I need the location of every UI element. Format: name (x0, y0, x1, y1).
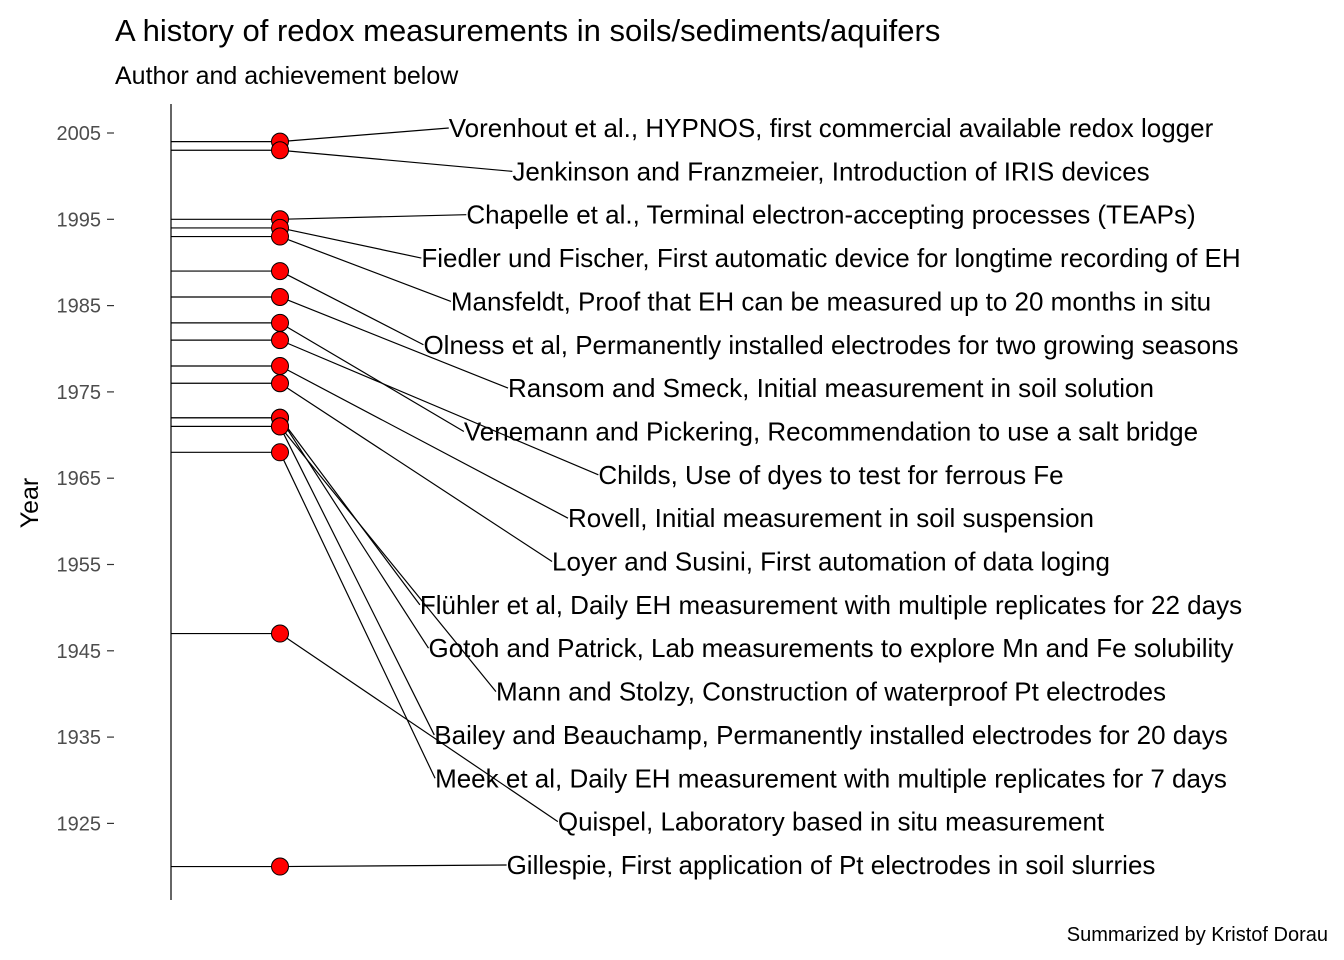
event-marker (271, 624, 289, 643)
event-marker (271, 141, 289, 160)
y-tick-label: 1935 (57, 727, 102, 749)
events-layer: Vorenhout et al., HYPNOS, first commerci… (171, 113, 1242, 880)
leader-line (279, 417, 430, 649)
chart-caption: Summarized by Kristof Dorau (1067, 924, 1328, 946)
leader-line (279, 452, 436, 779)
leader-line (279, 417, 421, 606)
y-tick-label: 2005 (57, 123, 102, 145)
event-marker (271, 417, 289, 436)
event-label: Fiedler und Fischer, First automatic dev… (421, 243, 1240, 273)
event-label: Meek et al, Daily EH measurement with mu… (435, 763, 1227, 793)
leader-line (279, 633, 559, 823)
event-marker (271, 287, 289, 306)
leader-line (279, 322, 465, 432)
leader-line (279, 864, 507, 868)
event-label: Jenkinson and Franzmeier, Introduction o… (512, 156, 1149, 186)
leader-line (279, 227, 422, 259)
event-label: Venemann and Pickering, Recommendation t… (464, 416, 1198, 446)
event-label: Childs, Use of dyes to test for ferrous … (598, 460, 1063, 490)
event-label: Ransom and Smeck, Initial measurement in… (508, 373, 1154, 403)
leader-line (279, 296, 509, 389)
leader-lines (279, 127, 599, 868)
y-axis: 1925 1935 1945 1955 1965 1975 1985 1995 2005 (57, 123, 114, 835)
y-tick-label: 1995 (57, 209, 102, 231)
event-label: Gillespie, First application of Pt elect… (507, 850, 1156, 880)
event-marker (271, 313, 289, 332)
leader-line (279, 270, 424, 346)
event-label: Loyer and Susini, First automation of da… (552, 547, 1110, 577)
event-marker (271, 857, 289, 876)
leader-line (279, 426, 435, 736)
leader-line (279, 382, 553, 563)
leader-line (279, 214, 467, 220)
event-marker (271, 262, 289, 281)
event-label: Chapelle et al., Terminal electron-accep… (466, 200, 1195, 230)
y-tick-label: 1975 (57, 382, 102, 404)
event-marker (271, 227, 289, 246)
event-marker (271, 357, 289, 376)
event-label: Rovell, Initial measurement in soil susp… (568, 503, 1094, 533)
leader-line (279, 127, 449, 143)
leader-line (279, 339, 599, 476)
event-label: Mansfeldt, Proof that EH can be measured… (451, 286, 1211, 316)
event-marker (271, 331, 289, 350)
y-tick-label: 1945 (57, 641, 102, 663)
y-tick-label: 1955 (57, 555, 102, 577)
event-label: Flühler et al, Daily EH measurement with… (420, 590, 1242, 620)
leader-line (279, 235, 452, 302)
chart-subtitle: Author and achievement below (115, 62, 459, 90)
event-label: Olness et al, Permanently installed elec… (423, 330, 1238, 360)
event-marker (271, 443, 289, 462)
y-tick-label: 1985 (57, 296, 102, 318)
event-label: Quispel, Laboratory based in situ measur… (558, 807, 1105, 837)
leader-line (279, 365, 569, 519)
event-label: Gotoh and Patrick, Lab measurements to e… (429, 633, 1234, 663)
event-label: Bailey and Beauchamp, Permanently instal… (434, 720, 1227, 750)
event-markers (271, 132, 289, 876)
event-label: Vorenhout et al., HYPNOS, first commerci… (449, 113, 1214, 143)
leader-line (279, 426, 497, 692)
y-axis-label: Year (16, 478, 44, 529)
event-marker (271, 374, 289, 393)
leader-line (279, 149, 513, 172)
chart-title: A history of redox measurements in soils… (115, 13, 940, 48)
y-tick-label: 1925 (57, 813, 102, 835)
y-tick-label: 1965 (57, 468, 102, 490)
event-label: Mann and Stolzy, Construction of waterpr… (496, 677, 1166, 707)
